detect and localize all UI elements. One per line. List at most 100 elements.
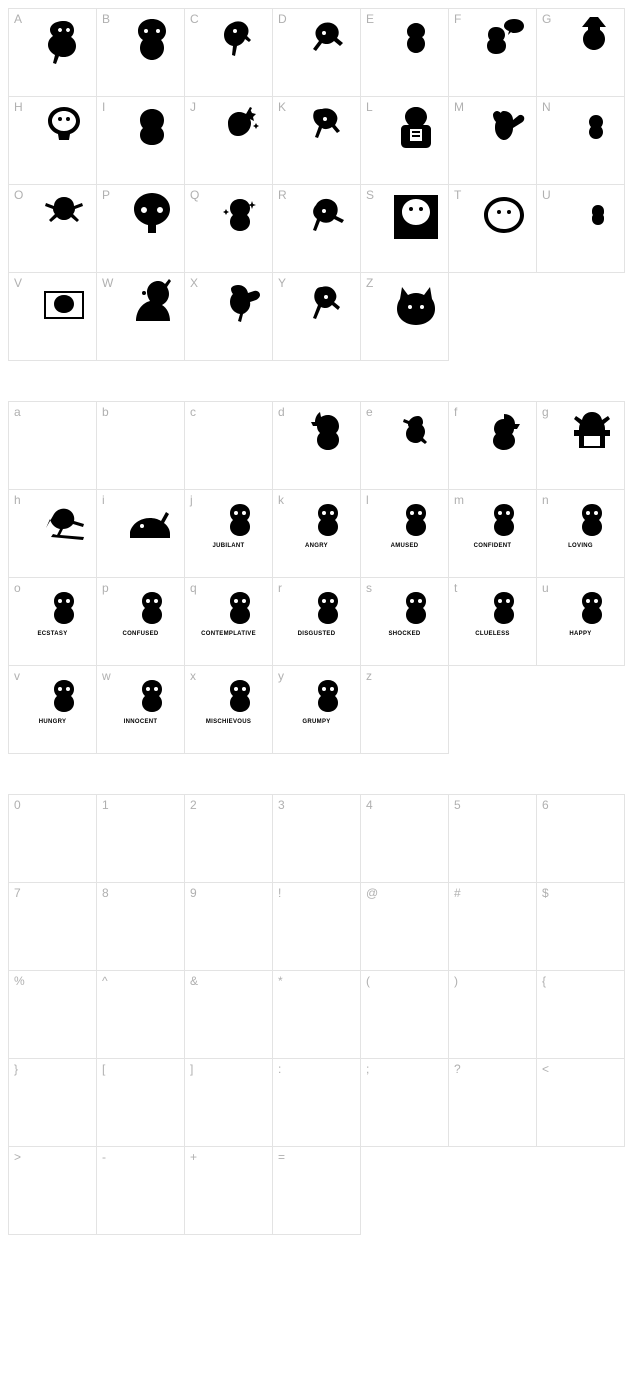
- cell[interactable]: i: [97, 490, 185, 578]
- cell[interactable]: ?: [449, 1059, 537, 1147]
- cell-label: H: [14, 100, 23, 114]
- cell[interactable]: D: [273, 9, 361, 97]
- cell[interactable]: ;: [361, 1059, 449, 1147]
- cell-label: R: [278, 188, 287, 202]
- cell[interactable]: oECSTASY: [9, 578, 97, 666]
- cell[interactable]: [: [97, 1059, 185, 1147]
- cell[interactable]: &: [185, 971, 273, 1059]
- cell[interactable]: 0: [9, 795, 97, 883]
- cell[interactable]: 9: [185, 883, 273, 971]
- cell[interactable]: g: [537, 402, 625, 490]
- cell[interactable]: z: [361, 666, 449, 754]
- cell[interactable]: +: [185, 1147, 273, 1235]
- cell[interactable]: %: [9, 971, 97, 1059]
- cell[interactable]: e: [361, 402, 449, 490]
- cell[interactable]: :: [273, 1059, 361, 1147]
- cell[interactable]: O: [9, 185, 97, 273]
- cell[interactable]: G: [537, 9, 625, 97]
- cell[interactable]: <: [537, 1059, 625, 1147]
- cell[interactable]: E: [361, 9, 449, 97]
- cell-label: z: [366, 669, 372, 683]
- cell[interactable]: !: [273, 883, 361, 971]
- cell[interactable]: tCLUELESS: [449, 578, 537, 666]
- cell[interactable]: jJUBILANT: [185, 490, 273, 578]
- cell[interactable]: >: [9, 1147, 97, 1235]
- cell-label: ?: [454, 1062, 461, 1076]
- cell[interactable]: wINNOCENT: [97, 666, 185, 754]
- cell[interactable]: (: [361, 971, 449, 1059]
- cell[interactable]: Y: [273, 273, 361, 361]
- cell[interactable]: ^: [97, 971, 185, 1059]
- cell[interactable]: 7: [9, 883, 97, 971]
- cell[interactable]: c: [185, 402, 273, 490]
- bird-santa-icon: [300, 406, 356, 462]
- cell[interactable]: qCONTEMPLATIVE: [185, 578, 273, 666]
- cell[interactable]: Q: [185, 185, 273, 273]
- cell[interactable]: xMISCHIEVOUS: [185, 666, 273, 754]
- cell[interactable]: T: [449, 185, 537, 273]
- cell[interactable]: 5: [449, 795, 537, 883]
- cell-label: Y: [278, 276, 286, 290]
- cell[interactable]: kANGRY: [273, 490, 361, 578]
- cell[interactable]: F: [449, 9, 537, 97]
- cell[interactable]: ): [449, 971, 537, 1059]
- cell[interactable]: h: [9, 490, 97, 578]
- cell[interactable]: }: [9, 1059, 97, 1147]
- cell[interactable]: S: [361, 185, 449, 273]
- cell[interactable]: R: [273, 185, 361, 273]
- cell[interactable]: J: [185, 97, 273, 185]
- cell[interactable]: L: [361, 97, 449, 185]
- cell[interactable]: 8: [97, 883, 185, 971]
- cell[interactable]: b: [97, 402, 185, 490]
- cell[interactable]: 6: [537, 795, 625, 883]
- cell[interactable]: {: [537, 971, 625, 1059]
- cell[interactable]: M: [449, 97, 537, 185]
- cell[interactable]: lAMUSED: [361, 490, 449, 578]
- cell[interactable]: d: [273, 402, 361, 490]
- cell[interactable]: @: [361, 883, 449, 971]
- cell[interactable]: B: [97, 9, 185, 97]
- cell[interactable]: uHAPPY: [537, 578, 625, 666]
- glyph-caption: CONTEMPLATIVE: [201, 631, 256, 637]
- cell-label: ]: [190, 1062, 193, 1076]
- cell[interactable]: yGRUMPY: [273, 666, 361, 754]
- cell[interactable]: W: [97, 273, 185, 361]
- cell[interactable]: Z: [361, 273, 449, 361]
- cell[interactable]: 2: [185, 795, 273, 883]
- cell[interactable]: 3: [273, 795, 361, 883]
- cell[interactable]: X: [185, 273, 273, 361]
- cell[interactable]: I: [97, 97, 185, 185]
- cell[interactable]: K: [273, 97, 361, 185]
- cell-label: s: [366, 581, 372, 595]
- cell[interactable]: N: [537, 97, 625, 185]
- cell[interactable]: =: [273, 1147, 361, 1235]
- bird-cap-icon: [300, 494, 356, 550]
- section-lowercase: abcdefg hijJUBILANTkANGRYlAMUSEDmCONFIDEN…: [8, 401, 632, 754]
- cell[interactable]: rDISGUSTED: [273, 578, 361, 666]
- cell-label: 0: [14, 798, 21, 812]
- cell[interactable]: C: [185, 9, 273, 97]
- cell[interactable]: ]: [185, 1059, 273, 1147]
- cell[interactable]: #: [449, 883, 537, 971]
- cell[interactable]: vHUNGRY: [9, 666, 97, 754]
- cell[interactable]: H: [9, 97, 97, 185]
- cell[interactable]: V: [9, 273, 97, 361]
- cell[interactable]: mCONFIDENT: [449, 490, 537, 578]
- cell[interactable]: sSHOCKED: [361, 578, 449, 666]
- cell[interactable]: $: [537, 883, 625, 971]
- cell[interactable]: P: [97, 185, 185, 273]
- cell[interactable]: a: [9, 402, 97, 490]
- cell[interactable]: *: [273, 971, 361, 1059]
- cell[interactable]: 1: [97, 795, 185, 883]
- cell[interactable]: U: [537, 185, 625, 273]
- cell[interactable]: -: [97, 1147, 185, 1235]
- cell[interactable]: f: [449, 402, 537, 490]
- cell-label: %: [14, 974, 25, 988]
- bird-heart-icon: [476, 101, 532, 157]
- cell[interactable]: A: [9, 9, 97, 97]
- cell[interactable]: 4: [361, 795, 449, 883]
- cell-label: =: [278, 1150, 285, 1164]
- cell[interactable]: nLOVING: [537, 490, 625, 578]
- cat-lying-icon: [124, 494, 180, 550]
- cell[interactable]: pCONFUSED: [97, 578, 185, 666]
